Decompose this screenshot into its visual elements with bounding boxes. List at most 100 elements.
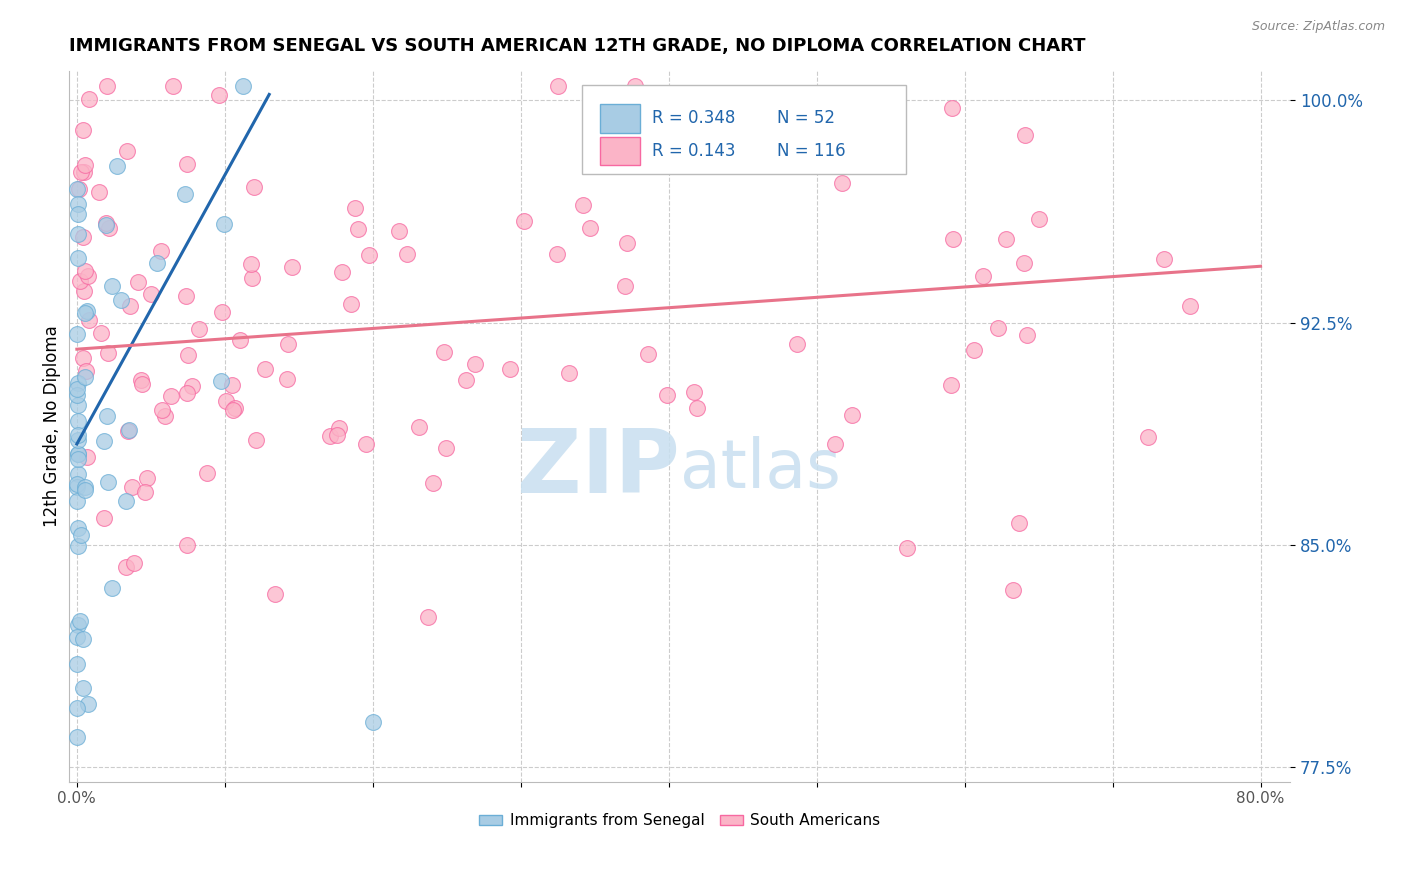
Point	[75, 364, 97, 378]
Point	[96, 78, 118, 93]
Point	[127, 275, 149, 289]
Point	[90, 326, 112, 341]
Point	[118, 299, 141, 313]
Point	[73, 285, 96, 299]
Point	[209, 374, 232, 388]
Point	[224, 401, 246, 416]
Point	[264, 586, 287, 600]
Point	[67, 413, 90, 427]
Point	[579, 220, 602, 235]
Point	[513, 214, 536, 228]
Point	[67, 427, 90, 442]
Point	[328, 421, 350, 435]
Point	[254, 361, 277, 376]
Point	[180, 378, 202, 392]
Point	[357, 248, 380, 262]
Point	[786, 336, 808, 351]
Point	[66, 433, 89, 447]
Point	[66, 476, 89, 491]
FancyBboxPatch shape	[600, 136, 640, 165]
Point	[72, 681, 94, 695]
Point	[67, 467, 90, 481]
Point	[114, 493, 136, 508]
Point	[76, 450, 98, 464]
Point	[66, 521, 89, 535]
Point	[1137, 430, 1160, 444]
FancyBboxPatch shape	[600, 104, 640, 133]
Point	[176, 386, 198, 401]
Point	[242, 180, 264, 194]
Text: R = 0.143: R = 0.143	[652, 142, 735, 160]
Point	[77, 312, 100, 326]
Point	[277, 336, 299, 351]
Point	[66, 630, 89, 644]
FancyBboxPatch shape	[582, 85, 905, 174]
Point	[73, 158, 96, 172]
Point	[96, 409, 118, 424]
Point	[281, 260, 304, 275]
Point	[207, 87, 229, 102]
Point	[994, 232, 1017, 246]
Point	[69, 274, 91, 288]
Point	[115, 560, 138, 574]
Point	[347, 221, 370, 235]
Point	[79, 92, 101, 106]
Point	[683, 384, 706, 399]
Legend: Immigrants from Senegal, South Americans: Immigrants from Senegal, South Americans	[472, 807, 887, 834]
Point	[136, 471, 159, 485]
Point	[77, 269, 100, 284]
Point	[66, 227, 89, 241]
Point	[70, 165, 93, 179]
Point	[75, 480, 97, 494]
Point	[139, 286, 162, 301]
Point	[70, 528, 93, 542]
Point	[972, 268, 994, 283]
Point	[134, 484, 156, 499]
Point	[122, 556, 145, 570]
Point	[66, 182, 89, 196]
Point	[616, 236, 638, 251]
Point	[422, 476, 444, 491]
Point	[222, 403, 245, 417]
Point	[232, 78, 254, 93]
Point	[174, 187, 197, 202]
Point	[66, 494, 89, 508]
Point	[66, 388, 89, 402]
Point	[66, 730, 89, 744]
Text: N = 52: N = 52	[778, 110, 835, 128]
Point	[150, 402, 173, 417]
Point	[115, 145, 138, 159]
Point	[221, 377, 243, 392]
Point	[117, 424, 139, 438]
Point	[1015, 328, 1038, 343]
Point	[361, 715, 384, 730]
Point	[1153, 252, 1175, 266]
Point	[72, 351, 94, 365]
Point	[212, 217, 235, 231]
Point	[454, 373, 477, 387]
Point	[1008, 516, 1031, 530]
Point	[155, 409, 177, 423]
Point	[72, 123, 94, 137]
Point	[94, 216, 117, 230]
Point	[93, 511, 115, 525]
Point	[121, 480, 143, 494]
Point	[94, 218, 117, 232]
Point	[177, 347, 200, 361]
Point	[105, 159, 128, 173]
Point	[418, 610, 440, 624]
Point	[66, 447, 89, 461]
Point	[131, 377, 153, 392]
Point	[67, 182, 90, 196]
Point	[176, 538, 198, 552]
Point	[73, 165, 96, 179]
Point	[66, 447, 89, 461]
Point	[841, 408, 863, 422]
Y-axis label: 12th Grade, No Diploma: 12th Grade, No Diploma	[44, 326, 60, 527]
Point	[66, 383, 89, 397]
Point	[395, 247, 418, 261]
Point	[686, 401, 709, 415]
Point	[941, 101, 963, 115]
Point	[330, 264, 353, 278]
Point	[77, 697, 100, 711]
